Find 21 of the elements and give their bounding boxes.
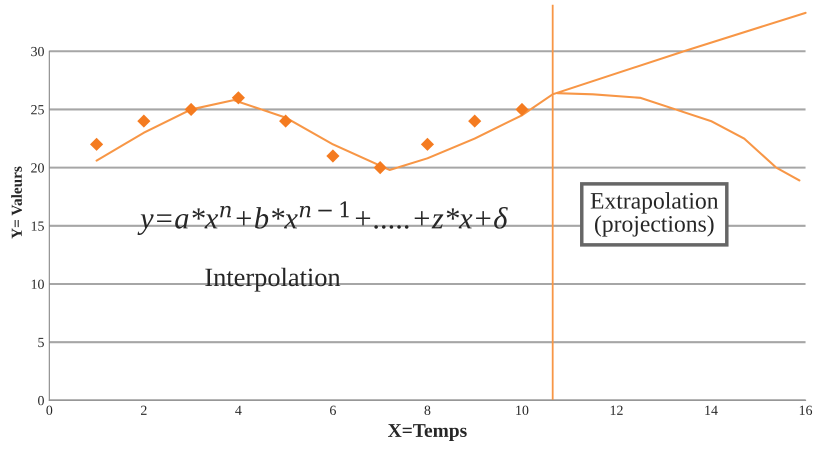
x-axis-title: X=Temps bbox=[388, 424, 467, 441]
x-tick-label: 14 bbox=[705, 406, 718, 415]
annotation: Extrapolation (projections) bbox=[590, 192, 718, 237]
y-tick-label: 15 bbox=[32, 221, 44, 231]
y-axis-title: Y= Valeurs bbox=[11, 166, 22, 239]
y-tick-label: 20 bbox=[31, 163, 44, 173]
x-tick-label: 6 bbox=[330, 406, 336, 415]
x-tick-label: 12 bbox=[610, 406, 623, 415]
y-tick-label: 5 bbox=[38, 338, 44, 348]
x-tick-label: 10 bbox=[516, 406, 528, 415]
x-tick-label: 4 bbox=[235, 406, 242, 415]
y-tick-label: 0 bbox=[38, 396, 44, 406]
x-tick-label: 16 bbox=[800, 406, 812, 415]
y-tick-label: 10 bbox=[32, 280, 44, 289]
annotation: Interpolation bbox=[205, 268, 340, 292]
x-tick-label: 8 bbox=[424, 406, 430, 415]
x-tick-label: 0 bbox=[46, 406, 52, 415]
y-tick-label: 30 bbox=[31, 46, 44, 56]
y-tick-label: 25 bbox=[31, 105, 44, 114]
annotation: y=a*x$^{n}$+b*x$^{n−1}$+.....+z*x+δ bbox=[138, 201, 508, 235]
x-tick-label: 2 bbox=[140, 406, 147, 415]
